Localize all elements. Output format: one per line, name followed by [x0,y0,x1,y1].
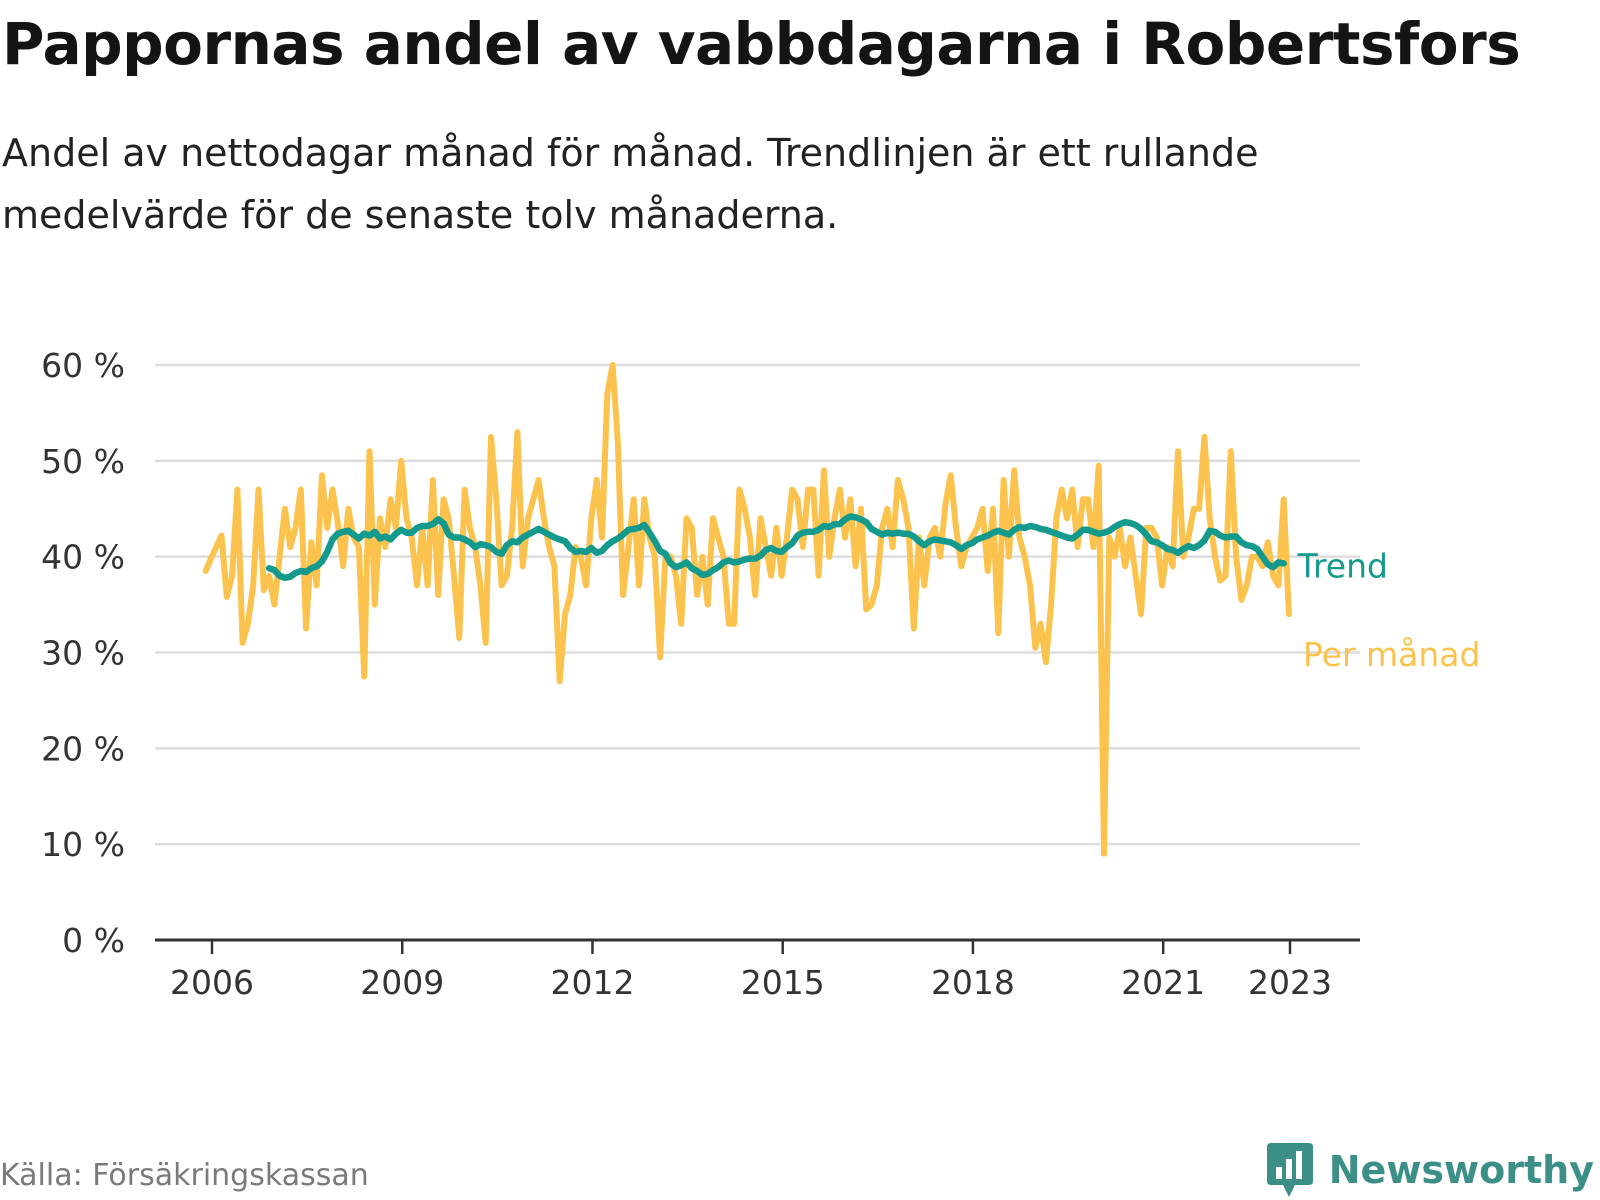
trend-line [265,513,1287,582]
x-tick-label: 2015 [741,963,825,1002]
y-axis-ticks: 0 % 10 % 20 % 30 % 40 % 50 % 60 % [41,346,125,960]
x-tick-label: 2006 [170,963,254,1002]
y-tick-label: 60 % [41,346,125,385]
brand-logo: Newsworthy [1265,1140,1594,1200]
x-tick-label: 2023 [1248,963,1332,1002]
chart-subtitle: Andel av nettodagar månad för månad. Tre… [2,131,1259,237]
y-tick-label: 40 % [41,538,125,577]
x-tick-label: 2009 [360,963,444,1002]
grid-lines [155,363,1360,846]
chart-title: Pappornas andel av vabbdagarna i Roberts… [2,10,1521,78]
brand-name: Newsworthy [1328,1148,1594,1192]
series-labels: Per månad Trend [1297,546,1481,674]
y-tick-label: 50 % [41,442,125,481]
y-tick-label: 30 % [41,634,125,673]
y-tick-label: 0 % [62,921,125,960]
x-tick-label: 2021 [1121,963,1205,1002]
label-trend: Trend [1297,546,1388,585]
source-note: Källa: Försäkringskassan [0,1158,369,1193]
bar-chart-bubble-icon [1266,1143,1313,1197]
series-layer [202,362,1292,857]
y-tick-label: 20 % [41,729,125,768]
x-tick-label: 2012 [550,963,634,1002]
x-tick-label: 2018 [931,963,1015,1002]
y-tick-label: 10 % [41,825,125,864]
label-monthly: Per månad [1303,635,1481,674]
monthly-line [202,362,1292,857]
x-axis-ticks: 2006 2009 2012 2015 2018 2021 2023 [170,940,1332,1002]
